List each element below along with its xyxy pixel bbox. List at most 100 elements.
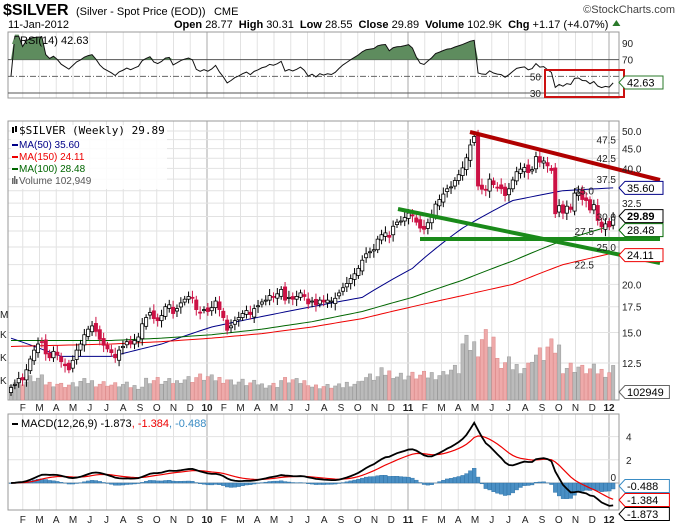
volume-bar xyxy=(306,385,311,401)
x-tick-label: M xyxy=(35,403,43,414)
candlestick xyxy=(422,225,427,230)
candlestick xyxy=(464,157,469,171)
candlestick xyxy=(213,300,218,309)
x-tick-label: J xyxy=(489,403,494,414)
macd-histogram-bar xyxy=(383,475,388,484)
candlestick xyxy=(560,204,565,214)
candlestick xyxy=(171,306,176,314)
x-tick-label: A xyxy=(254,403,261,414)
ma150-value-tag-box xyxy=(618,248,664,263)
volume-bar xyxy=(221,382,226,401)
volume-bar xyxy=(271,382,276,401)
copyright[interactable]: ©StockCharts.com xyxy=(583,4,675,16)
candlestick xyxy=(360,259,365,272)
volume-bar xyxy=(537,347,542,401)
price-tick-label: 15.0 xyxy=(622,328,642,339)
candlestick xyxy=(456,174,461,181)
macd-histogram-bar xyxy=(155,480,160,484)
macd-histogram-bar xyxy=(522,482,527,486)
candlestick xyxy=(410,214,415,217)
x-tick-label: J xyxy=(104,515,109,526)
macd-histogram-bar xyxy=(464,473,469,484)
candlestick xyxy=(367,251,372,254)
volume-bar xyxy=(256,384,260,401)
volume-bar xyxy=(259,383,264,401)
volume-bar xyxy=(132,385,137,401)
candlestick xyxy=(105,344,110,350)
volume-bar xyxy=(321,386,326,401)
candlestick xyxy=(495,186,500,189)
macd-histogram-bar xyxy=(487,482,492,491)
x-tick-label: F xyxy=(20,403,26,414)
price-tick-label: 20.0 xyxy=(622,280,642,291)
macd-histogram-bar xyxy=(271,481,276,484)
close-value-tag-box xyxy=(618,209,664,224)
volume-bar xyxy=(491,336,496,401)
x-tick-label: N xyxy=(572,403,579,414)
volume-bar xyxy=(167,378,172,401)
volume-icon xyxy=(12,176,18,184)
volume-bar xyxy=(588,368,592,401)
volume-bar xyxy=(572,372,577,401)
candlestick xyxy=(425,222,430,229)
volume-bar xyxy=(59,382,64,401)
candlestick xyxy=(537,156,542,163)
x-tick-label: M xyxy=(471,403,479,414)
volume-bar xyxy=(101,381,106,401)
volume-bar xyxy=(105,385,110,401)
macd-histogram-bar xyxy=(124,482,129,485)
macd-histogram-bar xyxy=(116,482,122,486)
volume-bar xyxy=(387,370,392,401)
volume-bar xyxy=(325,384,330,401)
candlestick xyxy=(240,313,245,318)
candlestick xyxy=(356,267,361,276)
macd-histogram-bar xyxy=(225,482,230,488)
ma100-value-tag-box xyxy=(618,223,664,238)
close-value-tag: 29.89 xyxy=(627,211,655,223)
candlestick xyxy=(8,387,13,393)
ma100-line xyxy=(11,224,614,341)
candlestick xyxy=(325,299,330,304)
macd-histogram-bar xyxy=(514,482,519,491)
volume-bar xyxy=(313,384,318,401)
candlestick xyxy=(271,296,276,298)
candlestick xyxy=(487,178,492,192)
x-tick-label: N xyxy=(170,515,177,526)
x-tick-label: D xyxy=(187,403,194,414)
volume-bar xyxy=(510,369,515,401)
candlestick xyxy=(310,300,315,303)
x-tick-label: F xyxy=(422,515,428,526)
macd-histogram-bar xyxy=(47,480,52,484)
candlestick xyxy=(344,283,349,288)
macd-histogram-bar xyxy=(572,482,577,496)
volume-bar xyxy=(452,364,457,401)
rsi-icon xyxy=(12,36,18,44)
candlestick xyxy=(221,310,226,318)
macd-histogram-bar xyxy=(252,482,257,485)
x-tick-label: M xyxy=(270,515,278,526)
x-tick-label: J xyxy=(506,403,511,414)
value-tags: 42.63 35.60 29.89 28.48 24.11 102949 -0.488 -1.… xyxy=(618,75,670,521)
volume-bar xyxy=(541,360,546,401)
macd-histogram-bar xyxy=(491,482,496,492)
candlestick xyxy=(182,298,187,303)
candlestick xyxy=(209,307,214,312)
candlestick xyxy=(576,191,581,197)
candlestick xyxy=(120,346,125,349)
candlestick xyxy=(74,349,79,360)
candlestick xyxy=(479,184,484,190)
macd-histogram-bar xyxy=(356,479,361,484)
volume-bar xyxy=(580,364,585,401)
candlestick xyxy=(387,235,392,238)
close-label: Close xyxy=(359,19,389,31)
macd-plot xyxy=(8,420,619,507)
rsi-title: RSI(14) 42.63 xyxy=(20,35,88,47)
volume-value: 102.9K xyxy=(467,19,503,31)
macd-histogram-bar xyxy=(279,480,284,484)
candlestick xyxy=(259,301,264,305)
candlestick xyxy=(313,298,318,306)
price-plot xyxy=(8,129,616,401)
chg-label: Chg xyxy=(508,19,529,31)
volume-bar xyxy=(530,361,535,401)
